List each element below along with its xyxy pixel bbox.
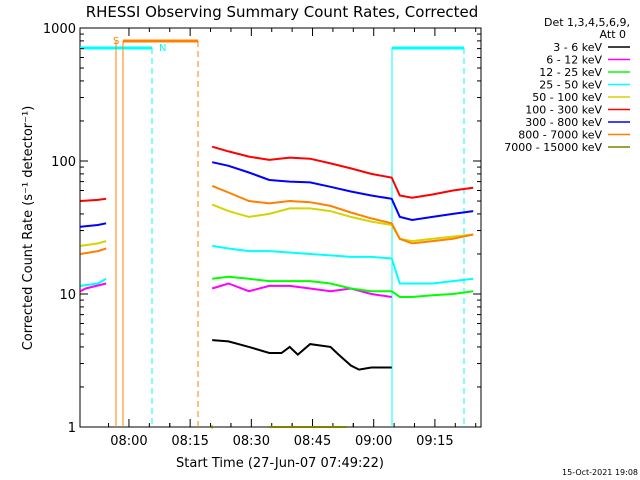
series-line bbox=[80, 222, 107, 228]
series-25-50-kev bbox=[80, 244, 474, 287]
series-line bbox=[80, 247, 107, 255]
x-tick-label: 08:45 bbox=[294, 434, 331, 449]
series-100-300-kev bbox=[80, 145, 474, 202]
legend-label: 3 - 6 keV bbox=[553, 41, 602, 54]
series-800-7000-kev bbox=[80, 184, 474, 255]
series-line bbox=[80, 277, 107, 287]
legend-label: 800 - 7000 keV bbox=[518, 129, 602, 142]
generation-timestamp: 15-Oct-2021 19:08 bbox=[562, 468, 638, 477]
series-layer bbox=[79, 145, 474, 429]
y-axis: 1 10 100 1000 bbox=[43, 22, 481, 436]
series-line bbox=[80, 197, 107, 202]
y-tick-label: 100 bbox=[51, 155, 76, 170]
x-tick-label: 08:15 bbox=[171, 434, 208, 449]
data-point bbox=[210, 425, 214, 429]
legend-label: 6 - 12 keV bbox=[546, 54, 602, 67]
y-tick-label: 1000 bbox=[43, 22, 76, 37]
series-line bbox=[211, 161, 474, 222]
y-tick-label: 10 bbox=[59, 288, 76, 303]
x-tick-label: 08:30 bbox=[233, 434, 270, 449]
legend-label: 50 - 100 keV bbox=[532, 91, 602, 104]
series-line bbox=[211, 184, 474, 245]
series-7000-15000-kev bbox=[210, 425, 347, 429]
legend-label: 25 - 50 keV bbox=[539, 79, 602, 92]
series-line bbox=[211, 282, 392, 298]
chart-title: RHESSI Observing Summary Count Rates, Co… bbox=[86, 3, 479, 21]
x-tick-label: 09:00 bbox=[355, 434, 392, 449]
x-tick-label: 09:15 bbox=[416, 434, 453, 449]
series-line bbox=[212, 275, 474, 298]
series-line bbox=[80, 240, 107, 247]
series-line bbox=[212, 339, 392, 371]
mode-markers: S N bbox=[80, 36, 465, 427]
y-tick-label: 1 bbox=[68, 421, 76, 436]
series-line bbox=[211, 203, 474, 243]
series-line bbox=[212, 244, 474, 285]
night-flag: N bbox=[159, 43, 166, 54]
legend-label: 300 - 800 keV bbox=[525, 116, 602, 129]
series-3-6-kev bbox=[212, 339, 392, 371]
x-axis: 08:00 08:15 08:30 08:45 09:00 09:15 bbox=[108, 28, 477, 449]
series-line bbox=[211, 145, 474, 199]
series-line bbox=[79, 282, 107, 293]
legend-header-detectors: Det 1,3,4,5,6,9, bbox=[544, 16, 630, 29]
x-axis-label: Start Time (27-Jun-07 07:49:22) bbox=[176, 456, 384, 471]
series-300-800-kev bbox=[80, 161, 474, 228]
series-50-100-kev bbox=[80, 203, 474, 247]
legend-label: 100 - 300 keV bbox=[525, 104, 602, 117]
x-tick-label: 08:00 bbox=[110, 434, 147, 449]
legend-label: 7000 - 15000 keV bbox=[504, 141, 602, 154]
y-axis-label: Corrected Count Rate (s⁻¹ detector⁻¹) bbox=[21, 106, 36, 351]
legend-label: 12 - 25 keV bbox=[539, 66, 602, 79]
series-6-12-kev bbox=[79, 282, 392, 298]
legend-header-attenuator: Att 0 bbox=[600, 28, 626, 41]
series-12-25-kev bbox=[212, 275, 474, 298]
